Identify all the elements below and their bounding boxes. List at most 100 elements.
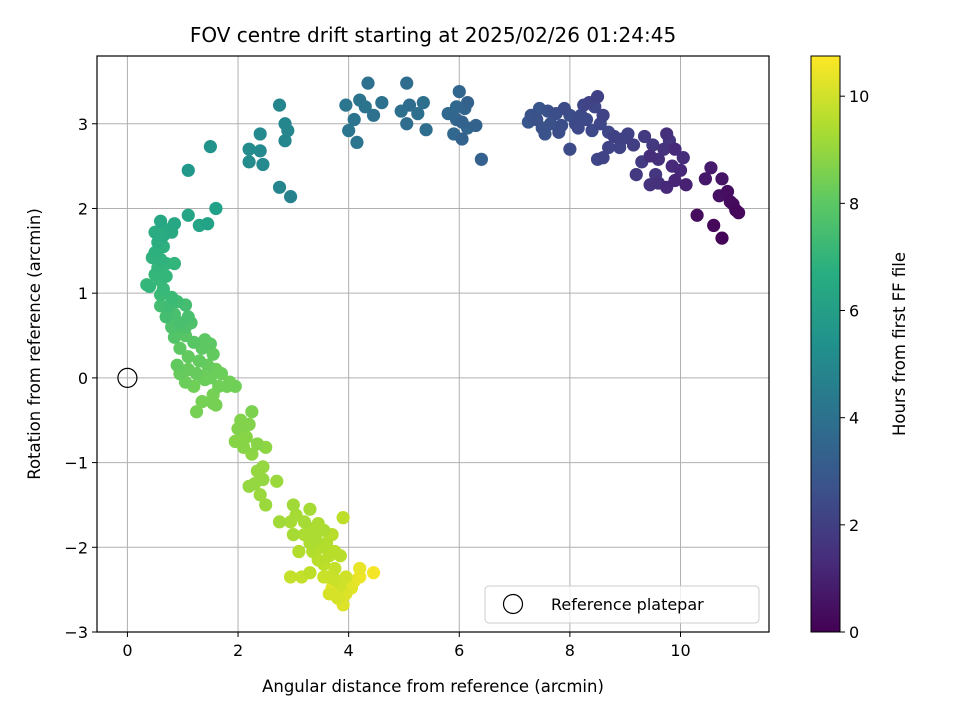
scatter-point <box>203 140 217 154</box>
legend-label-reference: Reference platepar <box>551 595 704 614</box>
scatter-point <box>353 561 367 576</box>
scatter-point <box>272 515 287 529</box>
scatter-point <box>474 152 488 166</box>
scatter-point <box>400 76 414 90</box>
x-tick-label: 8 <box>565 641 575 660</box>
x-tick-label: 4 <box>344 641 354 660</box>
scatter-point <box>698 172 712 186</box>
colorbar-tick-label: 6 <box>849 302 859 321</box>
scatter-point <box>590 90 605 104</box>
scatter-point <box>361 76 375 90</box>
scatter-point <box>707 218 721 233</box>
scatter-point <box>181 350 195 364</box>
x-axis-label: Angular distance from reference (arcmin) <box>262 677 604 696</box>
scatter-point <box>242 479 256 493</box>
colorbar-tick-label: 8 <box>849 194 859 213</box>
x-tick-label: 6 <box>454 641 464 660</box>
scatter-point <box>272 180 287 194</box>
scatter-point <box>317 570 331 584</box>
scatter-point <box>256 472 270 487</box>
colorbar-gradient <box>811 56 840 632</box>
scatter-point <box>195 395 209 409</box>
scatter-point <box>181 310 195 324</box>
scatter-point <box>469 118 483 133</box>
y-tick-label: −1 <box>64 454 88 473</box>
colorbar-frame <box>810 55 841 633</box>
scatter-point <box>416 95 430 110</box>
y-tick-label: 3 <box>78 115 88 134</box>
chart-title: FOV centre drift starting at 2025/02/26 … <box>190 23 676 47</box>
scatter-point <box>530 112 544 127</box>
scatter-point <box>328 561 342 576</box>
y-tick-label: −3 <box>64 623 88 642</box>
scatter-point <box>319 536 334 550</box>
y-tick-label: 0 <box>78 369 88 388</box>
scatter-point <box>715 231 729 245</box>
scatter-point <box>402 98 417 112</box>
scatter-point <box>350 135 364 149</box>
scatter-point <box>411 107 425 121</box>
legend-marker-reference <box>502 593 524 615</box>
gridlines <box>97 56 769 633</box>
scatter-point <box>333 549 347 563</box>
colorbar-tick-label: 4 <box>849 409 859 428</box>
scatter-point <box>170 358 184 372</box>
scatter-point <box>220 379 234 393</box>
colorbar-tick-label: 10 <box>849 87 869 106</box>
scatter-point <box>452 84 466 99</box>
scatter-point <box>596 108 610 122</box>
scatter-point <box>366 108 381 122</box>
scatter-point <box>159 310 173 324</box>
scatter-point <box>181 163 195 177</box>
scatter-point <box>173 341 187 355</box>
scatter-point <box>231 422 245 436</box>
legend: Reference platepar <box>484 585 760 624</box>
scatter-point <box>342 123 356 138</box>
scatter-point <box>673 163 688 177</box>
scatter-point <box>731 206 746 220</box>
scatter-point <box>148 245 162 260</box>
scatter-point <box>154 214 168 228</box>
colorbar-label: Hours from first FF file <box>890 252 909 436</box>
scatter-point <box>455 132 469 146</box>
scatter-point <box>245 405 259 419</box>
y-tick-label: 1 <box>78 284 88 303</box>
scatter-point <box>602 140 616 155</box>
scatter-point <box>375 95 389 110</box>
scatter-point <box>286 527 300 542</box>
scatter-point <box>328 572 342 587</box>
scatter-point <box>297 515 312 529</box>
scatter-point <box>668 142 682 156</box>
scatter-point <box>242 142 256 156</box>
scatter-point <box>259 498 273 512</box>
scatter-point <box>283 570 298 584</box>
x-tick-label: 10 <box>670 641 690 660</box>
scatter-point <box>317 523 331 537</box>
scatter-point <box>214 367 229 381</box>
scatter-point <box>142 279 157 293</box>
x-axis-ticks: 0 2 4 6 8 10 <box>122 632 691 660</box>
scatter-point <box>167 217 182 231</box>
plot-frame <box>96 55 770 633</box>
scatter-point <box>543 117 558 131</box>
scatter-point <box>668 173 682 188</box>
scatter-point <box>278 134 292 148</box>
x-tick-label: 0 <box>122 641 132 660</box>
scatter-point <box>278 117 292 131</box>
scatter-point <box>189 367 204 381</box>
scatter-point <box>571 121 585 135</box>
scatter-point <box>253 144 267 158</box>
scatter-point <box>615 132 630 146</box>
scatter-point <box>167 256 182 271</box>
scatter-point <box>660 127 674 141</box>
scatter-point <box>189 405 204 419</box>
scatter-point <box>308 532 323 546</box>
y-tick-label: −2 <box>64 538 88 557</box>
scatter-point <box>283 190 298 204</box>
colorbar-tick-label: 2 <box>849 516 859 535</box>
scatter-point <box>720 184 735 199</box>
x-tick-label: 2 <box>233 641 243 660</box>
scatter-point <box>303 566 317 580</box>
